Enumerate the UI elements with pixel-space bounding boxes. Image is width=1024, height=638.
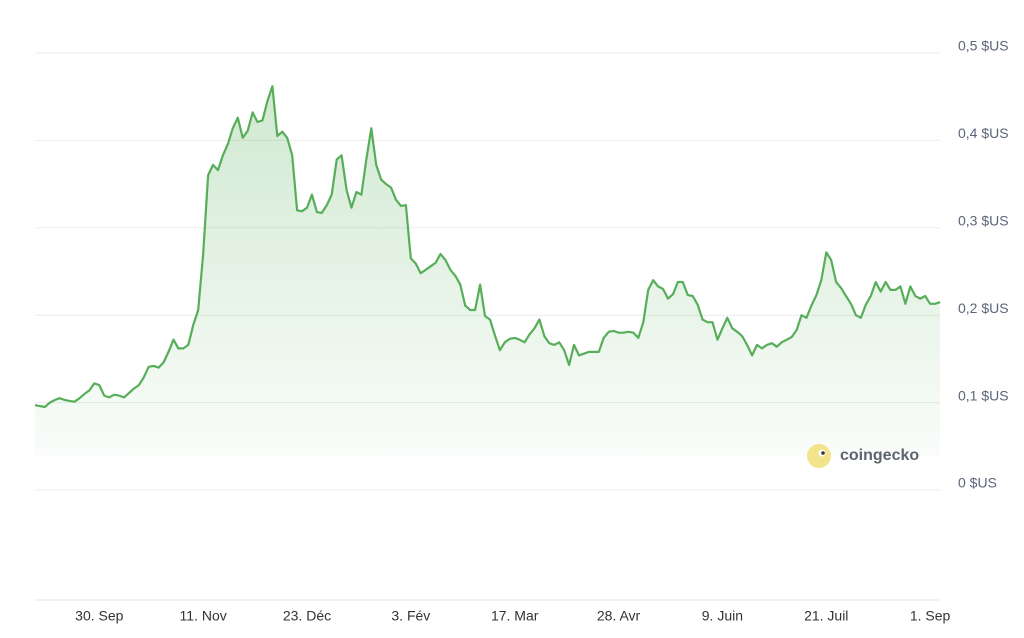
x-tick-label: 3. Fév (391, 608, 430, 624)
x-tick-label: 9. Juin (702, 608, 743, 624)
x-tick-label: 17. Mar (491, 608, 539, 624)
x-tick-label: 1. Sep (910, 608, 951, 624)
x-tick-label: 11. Nov (180, 608, 227, 624)
x-tick-label: 21. Juil (804, 608, 848, 624)
x-tick-label: 23. Déc (283, 608, 331, 624)
y-tick-label: 0,2 $US (958, 300, 1009, 316)
y-tick-label: 0,5 $US (958, 38, 1009, 54)
logo (807, 444, 831, 468)
x-tick-label: 30. Sep (75, 608, 123, 624)
y-tick-label: 0,1 $US (958, 387, 1009, 403)
logo-pupil (821, 451, 825, 455)
y-tick-label: 0 $US (958, 475, 997, 491)
y-tick-label: 0,3 $US (958, 213, 1009, 229)
watermark: coingecko (807, 444, 919, 468)
price-line (34, 85, 941, 409)
watermark-text: coingecko (840, 447, 919, 464)
area (35, 86, 940, 456)
y-tick-label: 0,4 $US (958, 125, 1009, 141)
x-tick-label: 28. Avr (597, 608, 641, 624)
